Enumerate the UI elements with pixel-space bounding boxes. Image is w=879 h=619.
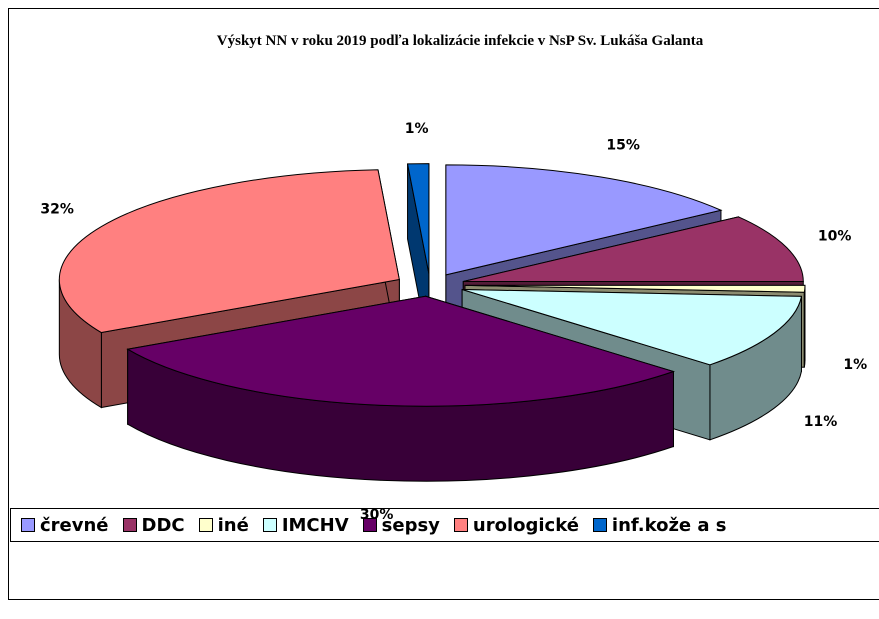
legend-label: inf.kože a s: [611, 514, 727, 536]
slice: [406, 163, 430, 274]
slice: [461, 288, 803, 366]
slice: [463, 216, 804, 283]
slice: [464, 284, 806, 293]
data-label: 10%: [818, 229, 852, 245]
slice: [58, 169, 400, 334]
chart-title: Výskyt NN v roku 2019 podľa lokalizácie …: [216, 33, 704, 49]
legend-swatch: [21, 518, 35, 532]
slice-wall: [803, 285, 806, 368]
data-label: 11%: [804, 414, 838, 430]
data-label: 1%: [843, 357, 867, 373]
data-label: 1%: [405, 121, 429, 137]
legend-label: črevné: [40, 514, 109, 536]
legend-item: sepsy: [362, 514, 440, 536]
chart-frame: [8, 8, 879, 600]
legend-label: iné: [217, 514, 249, 536]
legend-label: DDC: [141, 514, 185, 536]
legend-label: IMCHV: [281, 514, 349, 536]
legend-item: urologické: [453, 514, 579, 536]
legend-item: DDC: [122, 514, 185, 536]
legend: črevné DDC iné IMCHV sepsy urologické inf.kože…: [10, 508, 879, 542]
data-label: 32%: [40, 202, 74, 218]
legend-item: črevné: [21, 515, 109, 536]
legend-swatch: [453, 518, 468, 532]
data-label: 15%: [606, 138, 640, 154]
legend-label: urologické: [472, 514, 579, 536]
slice: [126, 295, 676, 407]
legend-swatch: [362, 518, 377, 532]
legend-swatch: [592, 518, 607, 532]
legend-item: IMCHV: [262, 514, 349, 536]
slice: [445, 164, 723, 276]
legend-label: sepsy: [381, 514, 440, 536]
legend-swatch: [198, 518, 213, 532]
legend-item: iné: [198, 514, 249, 536]
legend-item: inf.kože a s: [592, 514, 727, 536]
legend-swatch: [122, 518, 137, 532]
legend-swatch: [262, 518, 277, 532]
